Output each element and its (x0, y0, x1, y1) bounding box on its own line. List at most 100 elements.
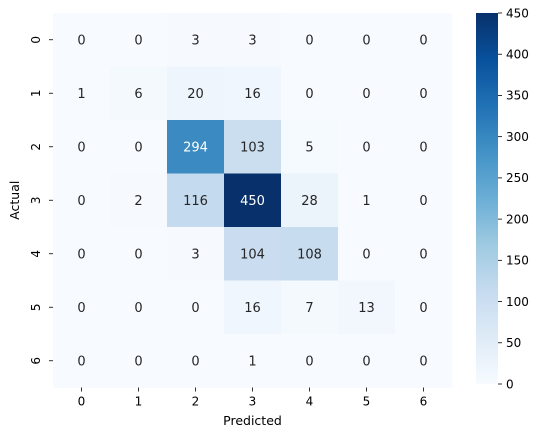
y-tick-label: 3 (29, 196, 43, 204)
colorbar-tick-label: 250 (506, 171, 529, 185)
cell-value-label: 0 (134, 33, 142, 48)
x-tick-label: 1 (135, 395, 143, 409)
cell-value-label: 16 (244, 87, 261, 102)
colorbar-tick-label: 0 (506, 377, 514, 391)
heatmap-cell (167, 173, 225, 228)
heatmap-cell (224, 66, 282, 121)
heatmap-cell (338, 66, 396, 121)
heatmap-cell (224, 120, 282, 174)
y-tick-label: 4 (29, 250, 43, 258)
cell-value-label: 0 (305, 354, 313, 369)
heatmap-cell (167, 334, 225, 388)
y-axis-ticks: 0 1 2 3 4 5 6 (29, 36, 53, 365)
heatmap-cell (281, 334, 339, 388)
cell-value-label: 108 (297, 247, 322, 262)
heatmap-cell (53, 173, 111, 228)
y-tick-label: 0 (29, 36, 43, 44)
cell-value-label: 294 (183, 140, 208, 155)
cell-value-label: 1 (77, 87, 85, 102)
cell-value-label: 0 (134, 301, 142, 316)
heatmap-cell (167, 227, 225, 281)
heatmap-cell (395, 334, 453, 388)
cell-value-label: 0 (77, 354, 85, 369)
cell-value-label: 2 (134, 194, 142, 209)
heatmap-cell (395, 13, 453, 67)
cell-value-label: 0 (77, 140, 85, 155)
cell-value-label: 0 (134, 140, 142, 155)
colorbar-tick-label: 300 (506, 130, 529, 144)
colorbar-tick-label: 350 (506, 89, 529, 103)
heatmap-cell (395, 173, 453, 228)
heatmap-cell (53, 280, 111, 335)
heatmap-cell (338, 173, 396, 228)
cell-value-label: 104 (240, 247, 265, 262)
heatmap-cell (224, 334, 282, 388)
heatmap-cell (338, 120, 396, 174)
colorbar-ticks: 0 50 100 150 200 250 300 350 400 450 (498, 6, 529, 391)
heatmap-cell (281, 280, 339, 335)
cell-value-label: 0 (419, 87, 427, 102)
cell-value-label: 0 (77, 194, 85, 209)
heatmap-cell-labels: 0 0 3 3 0 0 01 6 20 16 0 0 00 0 294 103 5 0 00 2 116 450 28 1 00… (77, 33, 427, 369)
colorbar-tick-label: 100 (506, 295, 529, 309)
cell-value-label: 450 (240, 194, 265, 209)
heatmap-cell (110, 280, 168, 335)
heatmap-cell (53, 334, 111, 388)
x-tick-label: 3 (249, 395, 257, 409)
cell-value-label: 0 (191, 354, 199, 369)
cell-value-label: 7 (305, 301, 313, 316)
cell-value-label: 28 (301, 194, 318, 209)
cell-value-label: 0 (134, 354, 142, 369)
heatmap-cell (53, 66, 111, 121)
heatmap-cell (53, 13, 111, 67)
cell-value-label: 0 (419, 354, 427, 369)
cell-value-label: 0 (419, 301, 427, 316)
cell-value-label: 3 (191, 33, 199, 48)
heatmap-cell (110, 120, 168, 174)
cell-value-label: 0 (362, 354, 370, 369)
heatmap-cell (110, 13, 168, 67)
cell-value-label: 6 (134, 87, 142, 102)
y-tick-label: 1 (29, 89, 43, 97)
heatmap-cell (110, 66, 168, 121)
cell-value-label: 20 (187, 87, 204, 102)
heatmap-cell (338, 280, 396, 335)
heatmap-cell (338, 13, 396, 67)
cell-value-label: 0 (419, 194, 427, 209)
heatmap-cell (53, 227, 111, 281)
cell-value-label: 103 (240, 140, 265, 155)
cell-value-label: 3 (248, 33, 256, 48)
heatmap-cell (281, 120, 339, 174)
colorbar-tick-label: 400 (506, 48, 529, 62)
heatmap-cell (110, 227, 168, 281)
cell-value-label: 0 (419, 140, 427, 155)
heatmap-cell (281, 227, 339, 281)
x-tick-label: 4 (306, 395, 314, 409)
heatmap-cell (167, 66, 225, 121)
y-tick-label: 2 (29, 143, 43, 151)
colorbar-tick-label: 450 (506, 6, 529, 20)
heatmap-cell (224, 280, 282, 335)
heatmap-cell (395, 66, 453, 121)
heatmap-cell (224, 173, 282, 228)
heatmap-cell (281, 13, 339, 67)
cell-value-label: 0 (134, 247, 142, 262)
heatmap-cell (281, 66, 339, 121)
heatmap-cell (338, 227, 396, 281)
heatmap-cell (167, 280, 225, 335)
heatmap-cell (224, 13, 282, 67)
x-tick-label: 5 (363, 395, 371, 409)
x-tick-label: 0 (78, 395, 86, 409)
cell-value-label: 0 (419, 33, 427, 48)
colorbar (476, 13, 498, 384)
cell-value-label: 5 (305, 140, 313, 155)
cell-value-label: 0 (77, 247, 85, 262)
cell-value-label: 0 (362, 33, 370, 48)
cell-value-label: 0 (77, 33, 85, 48)
cell-value-label: 0 (77, 301, 85, 316)
heatmap-cell (167, 120, 225, 174)
cell-value-label: 0 (362, 247, 370, 262)
heatmap-cell (338, 334, 396, 388)
